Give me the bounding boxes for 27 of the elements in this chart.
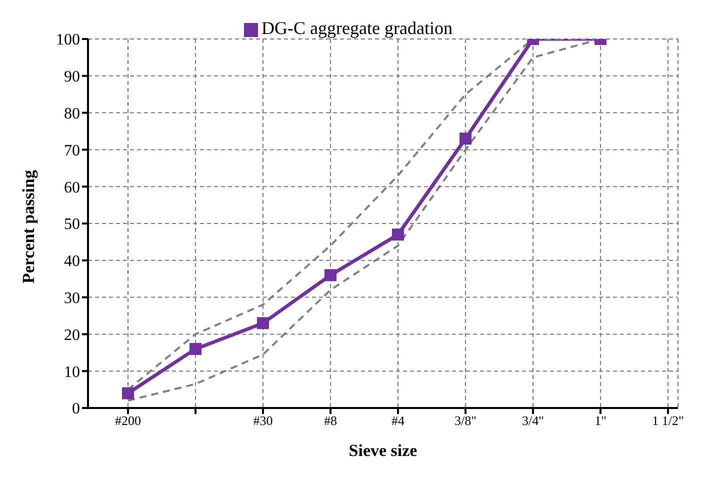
y-tick-label: 90	[64, 68, 80, 86]
y-tick-label: 70	[64, 142, 80, 160]
point	[324, 269, 336, 282]
x-axis-title: Sieve size	[348, 441, 418, 460]
x-tick-label: 1 1/2"	[652, 413, 684, 428]
point	[190, 342, 202, 355]
x-tick-label: 3/4"	[522, 413, 544, 428]
y-tick-label: 20	[64, 326, 80, 344]
x-tick-label: #200	[115, 413, 141, 428]
y-axis-title: Percent passing	[19, 170, 38, 284]
y-tick-label: 0	[72, 400, 80, 418]
y-tick-label: 60	[64, 179, 80, 196]
x-tick-label: 1"	[594, 413, 606, 428]
x-tick-label: 3/8"	[454, 413, 476, 428]
y-tick-label: 40	[64, 253, 80, 270]
x-tick-label: #8	[324, 413, 337, 428]
legend-label: DG-C aggregate gradation	[262, 18, 452, 38]
point	[392, 228, 404, 241]
y-tick-label: 30	[64, 290, 80, 307]
x-tick-label: #4	[392, 413, 405, 428]
y-tick-label: 50	[64, 216, 80, 234]
y-tick-label: 10	[64, 364, 80, 381]
y-tick-label: 100	[56, 32, 80, 49]
point	[122, 387, 134, 400]
point	[257, 317, 269, 330]
y-tick-label: 80	[64, 105, 80, 122]
x-tick-label: #30	[253, 413, 273, 428]
